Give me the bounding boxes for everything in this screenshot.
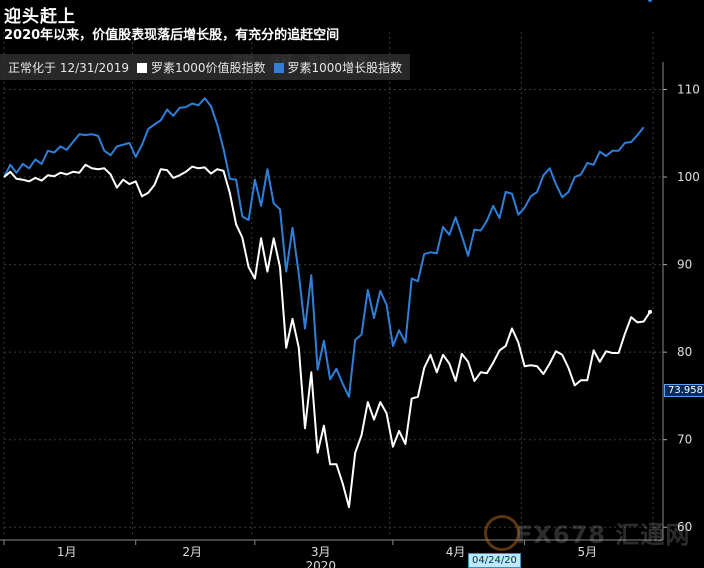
x-tick-label: 5月: [577, 545, 597, 559]
series-line-value: [3, 163, 651, 509]
series-line-growth: [3, 97, 645, 398]
watermark: FX678 汇通网: [516, 521, 691, 549]
y-tick-label: 70: [677, 433, 692, 447]
legend-value-label: 罗素1000价值股指数: [150, 60, 266, 75]
legend-item-growth[interactable]: 罗素1000增长股指数: [273, 59, 403, 76]
axis-layer: 60 70 80 90 100 110 1月 2月 3月 4月 5月 2020: [0, 62, 700, 568]
x-tick-label: 3月: [311, 545, 331, 559]
x-tick-label: 4月: [446, 545, 466, 559]
x-tick-label: 2月: [182, 545, 202, 559]
legend-swatch-value: [136, 62, 147, 73]
legend-growth-label: 罗素1000增长股指数: [287, 60, 403, 75]
y-tick-label: 100: [677, 170, 700, 184]
grid-lines: [3, 32, 663, 536]
legend-normalize-label: 正常化于 12/31/2019: [8, 60, 129, 75]
watermark-logo-icon: [484, 515, 520, 551]
chart-title: 迎头赶上: [4, 7, 76, 27]
chart-legend: 正常化于 12/31/2019 罗素1000价值股指数 罗素1000增长股指数: [0, 54, 411, 80]
y-tick-label: 90: [677, 258, 692, 272]
last-value-badge: 73.958: [664, 384, 704, 397]
legend-item-value[interactable]: 罗素1000价值股指数: [136, 59, 266, 76]
series-layer: [3, 0, 652, 509]
y-tick-label: 60: [677, 520, 692, 534]
y-tick-label: 110: [677, 83, 700, 97]
x-year-label: 2020: [305, 559, 336, 568]
chart-subtitle: 2020年以来，价值股表现落后增长股，有充分的追赶空间: [4, 28, 340, 43]
y-tick-label: 80: [677, 345, 692, 359]
growth-last-point: [648, 0, 652, 2]
value-last-point: [648, 309, 652, 314]
legend-swatch-growth: [273, 62, 284, 73]
x-tick-label: 1月: [57, 545, 77, 559]
cursor-date-badge: 04/24/20: [468, 553, 521, 568]
